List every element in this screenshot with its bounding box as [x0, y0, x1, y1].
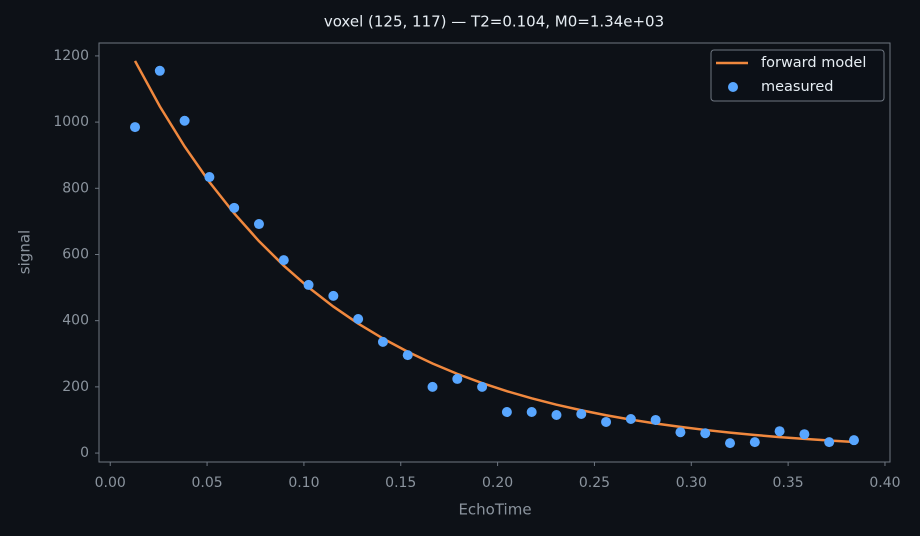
data-point [749, 437, 760, 448]
y-tick-label: 600 [62, 246, 89, 262]
data-point [253, 219, 264, 230]
data-point [700, 428, 711, 439]
x-tick-label: 0.40 [869, 475, 900, 491]
x-axis-label: EchoTime [458, 501, 531, 519]
y-tick-label: 1000 [53, 114, 89, 130]
plot-frame [98, 42, 891, 463]
data-point [625, 413, 636, 424]
data-point [824, 437, 835, 448]
x-tick-label: 0.25 [579, 475, 610, 491]
data-point [427, 381, 438, 392]
data-point [303, 279, 314, 290]
data-point [774, 426, 785, 437]
data-point [650, 414, 661, 425]
legend-label: measured [761, 79, 833, 95]
legend-label: forward model [761, 55, 866, 71]
data-point [576, 409, 587, 420]
y-tick-label: 200 [62, 379, 89, 395]
x-tick-label: 0.30 [676, 475, 707, 491]
legend-swatch [728, 82, 738, 92]
data-point [675, 427, 686, 438]
x-tick-label: 0.35 [773, 475, 804, 491]
data-point [501, 407, 512, 418]
data-point [551, 410, 562, 421]
data-point [799, 429, 810, 440]
data-point [353, 314, 364, 325]
data-point [601, 416, 612, 427]
model-line [133, 60, 855, 444]
data-point [477, 381, 488, 392]
data-point [526, 407, 537, 418]
legend-box [710, 49, 885, 102]
data-point [328, 290, 339, 301]
data-point [278, 255, 289, 266]
y-tick-label: 800 [62, 180, 89, 196]
x-tick-label: 0.00 [95, 475, 126, 491]
data-point [130, 122, 141, 133]
x-tick-label: 0.15 [385, 475, 416, 491]
y-tick-label: 1200 [53, 48, 89, 64]
data-point [154, 65, 165, 76]
y-tick-label: 0 [80, 445, 89, 461]
data-point [848, 435, 859, 446]
x-tick-label: 0.20 [482, 475, 513, 491]
data-point [725, 438, 736, 449]
data-point [452, 373, 463, 384]
chart-title: voxel (125, 117) — T2=0.104, M0=1.34e+03 [324, 13, 664, 31]
y-axis-label: signal [16, 230, 34, 274]
y-tick-label: 400 [62, 313, 89, 329]
data-point [402, 350, 413, 361]
x-tick-label: 0.10 [288, 475, 319, 491]
data-point [179, 115, 190, 126]
x-tick-label: 0.05 [191, 475, 222, 491]
data-point [229, 202, 240, 213]
data-point [377, 336, 388, 347]
data-point [204, 172, 215, 183]
